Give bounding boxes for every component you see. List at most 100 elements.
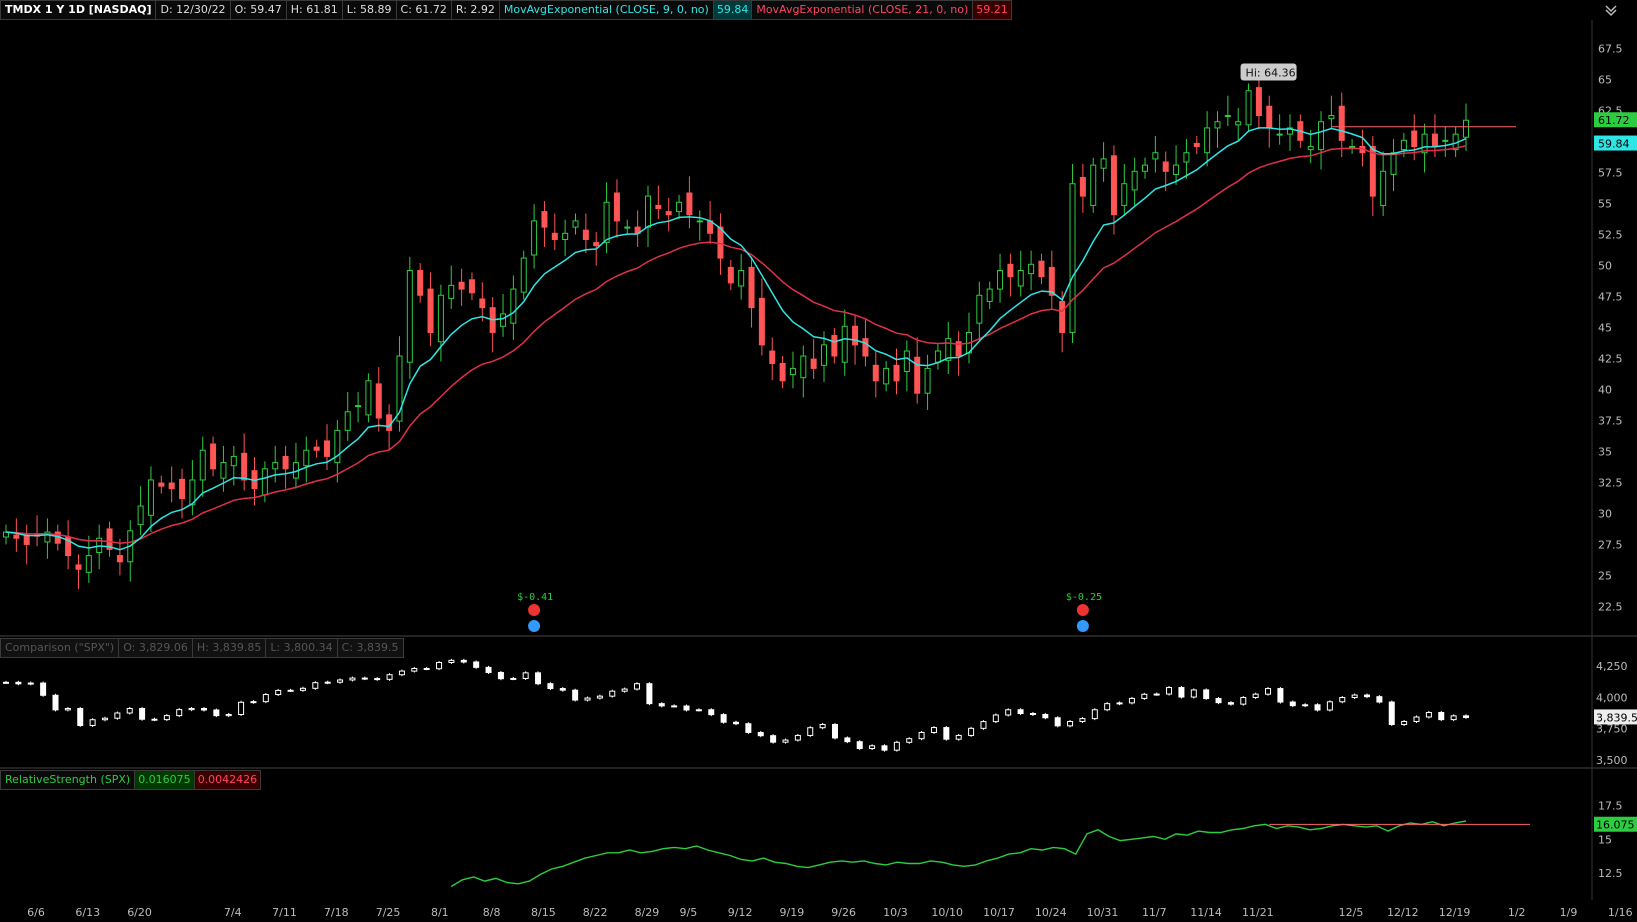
price-candle: [696, 220, 703, 223]
spx-candle: [64, 708, 71, 711]
ema9-value: 59.84: [713, 0, 753, 20]
rs-label[interactable]: RelativeStrength (SPX): [0, 770, 136, 790]
price-candle: [220, 462, 227, 479]
spx-candle: [1190, 689, 1197, 698]
price-candle: [1131, 170, 1138, 191]
price-candle: [862, 338, 869, 357]
price-candle: [147, 479, 154, 516]
spx-candle: [15, 681, 22, 685]
spx-candle: [361, 677, 368, 680]
spx-candle: [460, 659, 467, 663]
spx-candle: [1351, 694, 1358, 699]
price-candle: [893, 364, 900, 382]
last-price-tag: [1594, 112, 1637, 128]
price-candle: [1152, 152, 1159, 160]
price-candle: [44, 531, 51, 543]
spx-high-label: H: 3,839.85: [192, 638, 267, 658]
spx-candle: [250, 701, 257, 704]
spx-candle: [374, 678, 381, 681]
symbol-label[interactable]: TMDX 1 Y 1D [NASDAQ]: [0, 0, 157, 20]
spx-candle: [485, 666, 492, 673]
price-tick-label: 47.5: [1598, 291, 1623, 304]
x-tick-label: 7/25: [376, 906, 401, 919]
spx-candle: [1029, 712, 1036, 715]
price-candle: [520, 257, 527, 293]
spx-tick-label: 4,000: [1596, 691, 1628, 704]
price-candle: [468, 279, 475, 294]
spx-candle: [671, 705, 678, 708]
price-candle: [241, 452, 248, 481]
low-label: L: 58.89: [342, 0, 397, 20]
price-candle: [903, 350, 910, 373]
x-tick-label: 11/7: [1142, 906, 1167, 919]
spx-candle: [1141, 693, 1148, 699]
price-candle: [189, 479, 196, 506]
price-candle: [727, 266, 734, 284]
price-candle: [1059, 300, 1066, 333]
high-label: H: 61.81: [286, 0, 343, 20]
spx-candle: [213, 709, 220, 717]
panel-menu-icon[interactable]: [1603, 2, 1619, 18]
price-candle: [334, 429, 341, 464]
rs-last-value: 16.075: [1596, 819, 1635, 832]
spx-candle: [522, 672, 529, 679]
spx-candle: [1005, 709, 1012, 716]
price-candle: [406, 269, 413, 363]
price-candle: [655, 204, 662, 210]
price-candle: [210, 443, 217, 470]
price-candle: [1214, 121, 1221, 129]
price-candle: [106, 528, 113, 550]
price-candle: [1276, 133, 1283, 136]
price-candle: [1380, 170, 1387, 206]
price-candle: [686, 192, 693, 216]
spx-candle: [312, 682, 319, 689]
x-tick-label: 10/17: [983, 906, 1015, 919]
price-candle: [313, 446, 320, 451]
ema21-label[interactable]: MovAvgExponential (CLOSE, 21, 0, no): [752, 0, 974, 20]
price-candle: [841, 325, 848, 363]
high-label: Hi: 64.36: [1246, 67, 1296, 80]
spx-candle: [1438, 712, 1445, 721]
range-label: R: 2.92: [451, 0, 500, 20]
price-candle: [1079, 177, 1086, 197]
x-tick-label: 6/20: [127, 906, 152, 919]
spx-candle: [262, 694, 269, 703]
spx-candle: [658, 703, 665, 707]
price-candle: [323, 440, 330, 457]
date-label: D: 12/30/22: [156, 0, 231, 20]
spx-candle: [831, 723, 838, 739]
spx-candle: [869, 745, 876, 750]
spx-candle: [225, 713, 232, 717]
earnings-bulb-icon: [528, 620, 541, 632]
spx-candle: [683, 705, 690, 711]
ema9-label[interactable]: MovAvgExponential (CLOSE, 9, 0, no): [499, 0, 714, 20]
price-candle: [137, 505, 144, 526]
spx-candle: [126, 708, 133, 714]
last-price-value: 61.72: [1598, 114, 1630, 127]
spx-comparison-label[interactable]: Comparison ("SPX"): [0, 638, 120, 658]
spx-candle: [436, 661, 443, 670]
spx-candle: [918, 731, 925, 740]
spx-candle: [1252, 693, 1259, 699]
price-candle: [13, 534, 20, 539]
price-candle: [479, 298, 486, 309]
price-candle: [1069, 183, 1076, 333]
spx-candle: [856, 741, 863, 750]
spx-candle: [794, 734, 801, 741]
spx-candle: [955, 734, 962, 740]
spx-candle: [559, 688, 566, 691]
price-candle: [986, 288, 993, 302]
price-tick-label: 32.5: [1598, 476, 1623, 489]
price-candle: [158, 482, 165, 487]
spx-candle: [1376, 696, 1383, 703]
price-candle: [1307, 146, 1314, 151]
price-candle: [613, 192, 620, 222]
price-candle: [582, 229, 589, 240]
price-candle: [23, 534, 30, 545]
spx-candle: [1116, 702, 1123, 705]
price-candle: [976, 294, 983, 324]
spx-tick-label: 3,750: [1596, 723, 1628, 736]
price-candle: [1421, 133, 1428, 154]
price-candle: [1369, 146, 1376, 197]
